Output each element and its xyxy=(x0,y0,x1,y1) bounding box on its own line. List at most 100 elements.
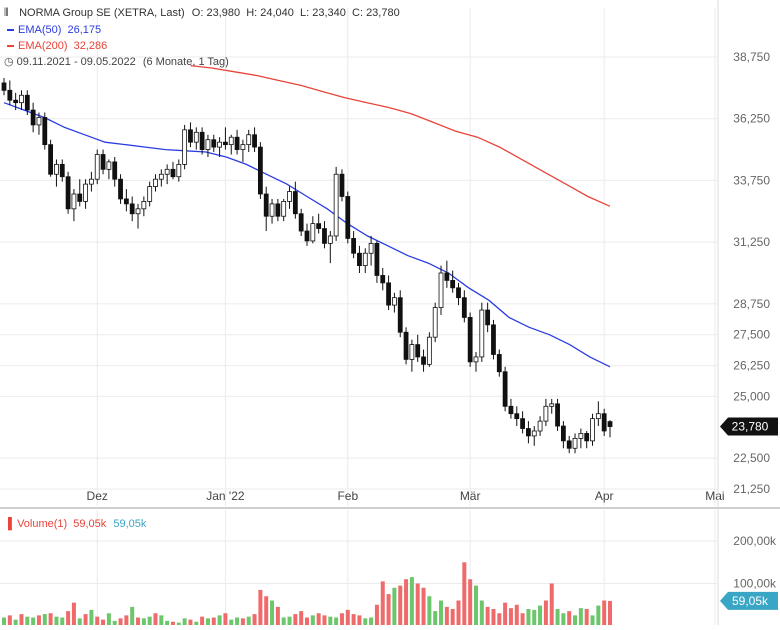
candle xyxy=(193,127,199,150)
price-tick-label: 33,750 xyxy=(733,173,770,187)
volume-bar xyxy=(439,600,444,625)
range-legend: ◷ 09.11.2021 - 09.05.2022 (6 Monate, 1 T… xyxy=(4,55,229,69)
volume-bar xyxy=(503,602,508,625)
candle xyxy=(537,416,543,436)
volume-bar xyxy=(31,617,36,625)
candle xyxy=(397,290,403,338)
candle-body xyxy=(287,191,292,202)
candle-body xyxy=(205,139,211,150)
volume-bar xyxy=(479,600,484,625)
volume-bar xyxy=(363,618,368,625)
candle xyxy=(473,351,479,372)
last-volume-badge xyxy=(720,591,778,610)
candle-body xyxy=(59,163,65,178)
volume-bar xyxy=(13,619,18,625)
candle-body xyxy=(83,183,88,202)
volume-bar xyxy=(491,609,496,625)
candle xyxy=(316,213,322,234)
candle-body xyxy=(281,201,287,217)
volume-bar xyxy=(310,615,315,625)
candle-body xyxy=(54,163,59,175)
volume-bar xyxy=(456,600,461,625)
candle xyxy=(83,179,88,209)
volume-bar xyxy=(147,616,152,625)
candle-body xyxy=(461,297,467,318)
volume-bar xyxy=(235,617,240,625)
volume-bar xyxy=(240,618,245,625)
candle-body xyxy=(100,154,106,170)
candle xyxy=(234,129,240,155)
candle-body xyxy=(485,309,491,326)
candle xyxy=(298,208,304,236)
volume-bar xyxy=(252,614,257,625)
volume-bar xyxy=(182,618,187,625)
volume-bar xyxy=(299,611,304,625)
volume-bar xyxy=(543,600,548,625)
candle xyxy=(392,292,397,313)
candlestick-icon: ⫴ xyxy=(4,7,9,19)
candle-body xyxy=(170,168,176,178)
candle xyxy=(228,134,234,155)
candle xyxy=(182,124,188,170)
candle xyxy=(65,171,71,214)
candle xyxy=(438,265,444,315)
price-tick-label: 26,250 xyxy=(733,359,770,373)
volume-bar xyxy=(444,606,449,625)
candle xyxy=(403,327,409,365)
volume-bar xyxy=(345,609,350,625)
candle-body xyxy=(65,176,71,210)
ema200-legend: EMA(200) 32,286 xyxy=(4,39,107,53)
candle-body xyxy=(601,413,607,432)
candle xyxy=(7,80,13,106)
candle-body xyxy=(496,354,502,373)
candle-body xyxy=(333,173,339,237)
candle-body xyxy=(24,94,30,111)
candle xyxy=(77,179,83,207)
ema200-swatch xyxy=(7,45,14,48)
candle-body xyxy=(240,144,246,150)
volume-bar xyxy=(89,609,94,625)
candle xyxy=(1,77,7,96)
price-tick-label: 36,250 xyxy=(733,112,770,126)
candle-body xyxy=(386,282,391,306)
volume-bar xyxy=(258,589,263,625)
volume-bar xyxy=(555,609,560,625)
candle-body xyxy=(158,173,164,180)
price-tick-label: 22,500 xyxy=(733,451,770,465)
ohlc-readout: O: 23,980 H: 24,040 L: 23,340 C: 23,780 xyxy=(191,7,400,19)
candle xyxy=(444,260,450,288)
volume-bar xyxy=(316,613,321,625)
candle-body xyxy=(537,420,543,432)
volume-bar xyxy=(404,579,409,625)
candle xyxy=(531,426,537,446)
volume-bar xyxy=(25,616,30,625)
candle xyxy=(246,129,252,153)
candle-body xyxy=(473,356,479,363)
volume-bar xyxy=(573,615,578,625)
volume-bar xyxy=(398,585,403,625)
candle xyxy=(54,159,59,187)
candle-body xyxy=(479,309,485,358)
candle-body xyxy=(514,413,520,420)
candle-body xyxy=(77,193,83,202)
candle-body xyxy=(327,235,333,244)
volume-bar xyxy=(322,615,327,625)
candle xyxy=(281,198,287,222)
candle xyxy=(269,198,275,224)
candle xyxy=(19,90,24,111)
candle xyxy=(30,102,36,133)
volume-bar xyxy=(508,608,513,625)
volume-bar xyxy=(526,609,531,625)
candle xyxy=(595,401,601,427)
candle-body xyxy=(48,144,54,175)
volume-bar xyxy=(165,620,170,625)
candle xyxy=(304,223,310,246)
candle xyxy=(71,189,77,222)
candle-body xyxy=(123,198,129,205)
volume-bar xyxy=(567,611,572,625)
candle xyxy=(59,159,65,182)
volume-bar xyxy=(415,583,420,625)
volume-bar xyxy=(369,617,374,625)
volume-bar xyxy=(19,614,24,625)
